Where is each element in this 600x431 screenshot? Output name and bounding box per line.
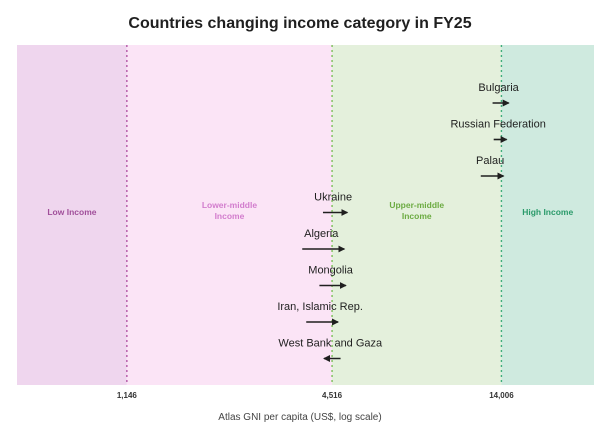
band-label: Low Income — [47, 207, 96, 217]
x-tick-label: 14,006 — [489, 391, 514, 400]
x-tick-label: 4,516 — [322, 391, 343, 400]
income-band — [17, 45, 127, 385]
band-label: High Income — [522, 207, 573, 217]
country-label: Iran, Islamic Rep. — [277, 301, 363, 313]
income-band — [501, 45, 594, 385]
country-label: Bulgaria — [478, 82, 519, 94]
x-tick-label: 1,146 — [117, 391, 138, 400]
threshold-lines — [126, 45, 503, 385]
country-arrows: Bulgaria Russian Federation Palau Ukraine Al… — [277, 82, 546, 362]
band-label: Income — [402, 211, 432, 221]
country-label: Russian Federation — [450, 119, 545, 131]
country-label: Palau — [476, 155, 504, 167]
chart-title: Countries changing income category in FY… — [128, 15, 471, 32]
band-label: Lower-middle — [202, 200, 258, 210]
country-label: West Bank and Gaza — [278, 338, 383, 350]
income-band — [126, 45, 333, 385]
country-label: Ukraine — [314, 192, 352, 204]
income-band — [332, 45, 502, 385]
country-label: Algeria — [304, 228, 339, 240]
country-label: Mongolia — [308, 265, 354, 277]
band-labels: Low IncomeLower-middleIncomeUpper-middle… — [47, 200, 573, 221]
x-axis-label: Atlas GNI per capita (US$, log scale) — [218, 412, 381, 423]
income-bands — [17, 45, 594, 385]
band-label: Income — [215, 211, 245, 221]
x-axis-ticks: 1,146 4,516 14,006 — [117, 391, 514, 400]
band-label: Upper-middle — [389, 200, 444, 210]
